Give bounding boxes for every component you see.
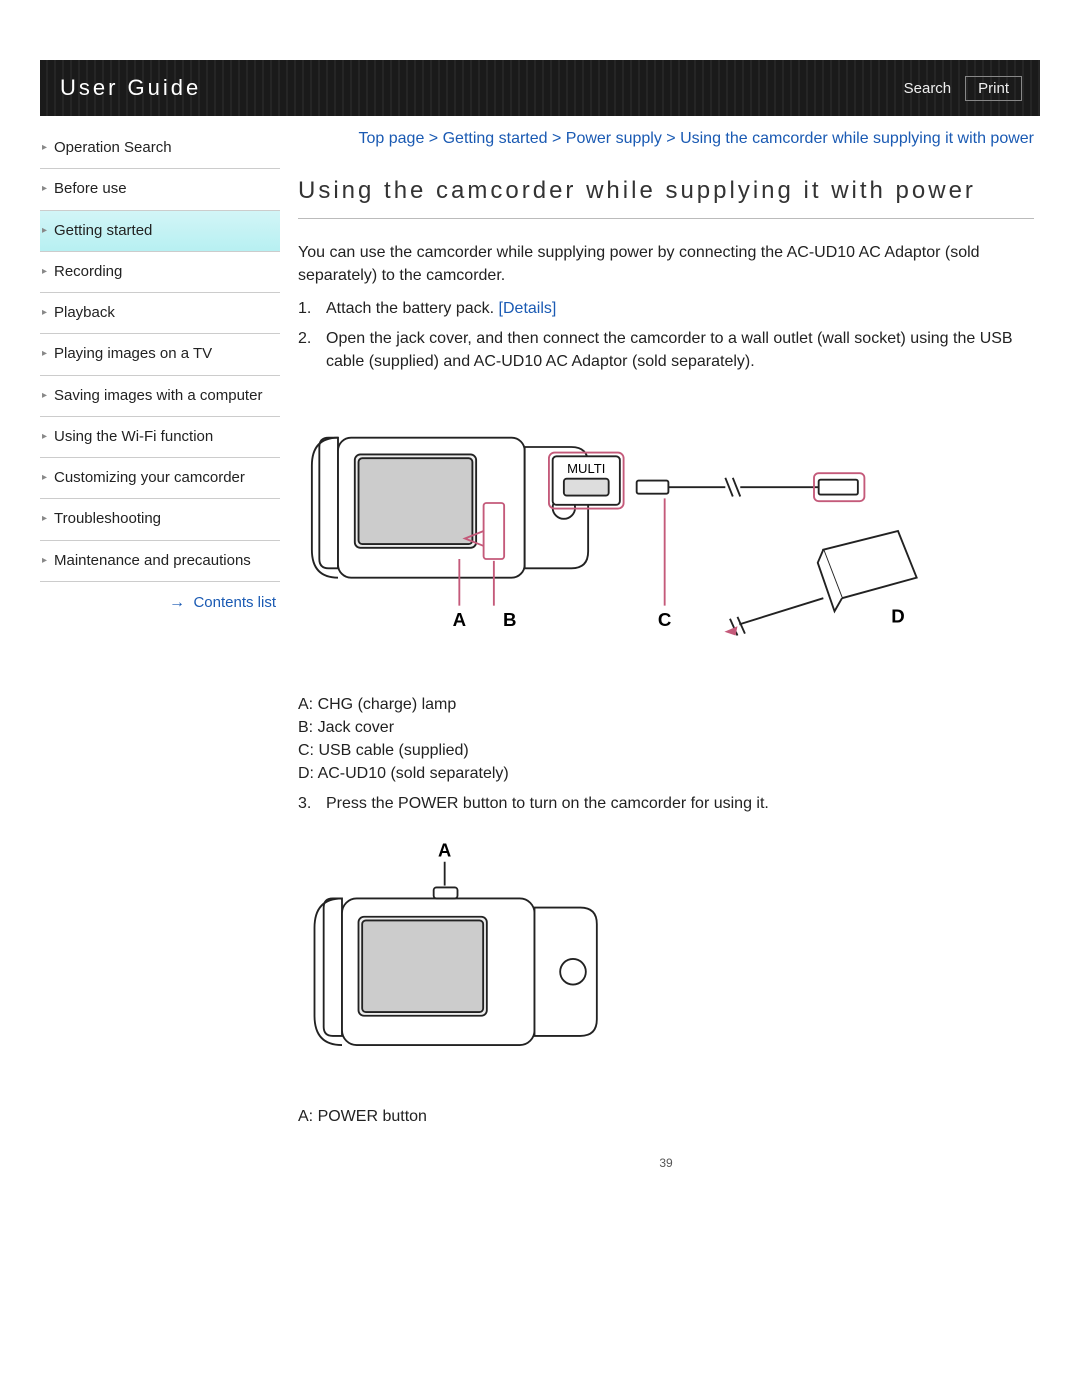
sidebar-item[interactable]: Playback <box>40 293 280 334</box>
legend-line: D: AC-UD10 (sold separately) <box>298 762 1034 785</box>
sidebar-item[interactable]: Playing images on a TV <box>40 334 280 375</box>
figure2-legend: A: POWER button <box>298 1105 1034 1128</box>
legend-line: A: CHG (charge) lamp <box>298 693 1034 716</box>
sidebar-item[interactable]: Before use <box>40 169 280 210</box>
header-actions: Search Print <box>904 76 1022 101</box>
legend-line: B: Jack cover <box>298 716 1034 739</box>
sidebar-nav: Operation SearchBefore useGetting starte… <box>40 128 280 1170</box>
sidebar-item[interactable]: Using the Wi-Fi function <box>40 417 280 458</box>
contents-list-label[interactable]: Contents list <box>193 594 276 611</box>
figure1-legend: A: CHG (charge) lampB: Jack coverC: USB … <box>298 693 1034 786</box>
instruction-step: 1. Attach the battery pack. [Details] <box>298 297 1034 320</box>
legend-line: A: POWER button <box>298 1105 1034 1128</box>
diagram-svg-2: A <box>298 833 628 1083</box>
svg-text:B: B <box>503 609 516 630</box>
figure-connection-diagram: MULTI <box>298 383 1034 679</box>
figure-power-button: A <box>298 825 1034 1091</box>
sidebar-item[interactable]: Troubleshooting <box>40 499 280 540</box>
sidebar-item[interactable]: Operation Search <box>40 128 280 169</box>
page-title: Using the camcorder while supplying it w… <box>298 174 1034 219</box>
legend-line: C: USB cable (supplied) <box>298 739 1034 762</box>
arrow-right-icon: → <box>169 594 185 611</box>
instruction-step: 2. Open the jack cover, and then connect… <box>298 327 1034 373</box>
main-content: Top page > Getting started > Power suppl… <box>298 128 1040 1170</box>
diagram-svg: MULTI <box>298 391 938 671</box>
multi-port-label: MULTI <box>567 461 605 476</box>
breadcrumb: Top page > Getting started > Power suppl… <box>298 128 1034 150</box>
search-link[interactable]: Search <box>904 80 952 97</box>
contents-list-link[interactable]: → Contents list <box>40 582 280 612</box>
svg-text:A: A <box>438 839 451 860</box>
breadcrumb-link[interactable]: Power supply <box>566 130 662 147</box>
svg-text:A: A <box>453 609 466 630</box>
instruction-step: 3. Press the POWER button to turn on the… <box>298 792 1034 815</box>
intro-paragraph: You can use the camcorder while supplyin… <box>298 241 1034 287</box>
header-bar: User Guide Search Print <box>40 60 1040 116</box>
sidebar-item[interactable]: Recording <box>40 252 280 293</box>
sidebar-item[interactable]: Getting started <box>40 211 280 252</box>
details-link[interactable]: [Details] <box>499 300 557 317</box>
breadcrumb-link[interactable]: Getting started <box>443 130 548 147</box>
sidebar-item[interactable]: Customizing your camcorder <box>40 458 280 499</box>
page-number: 39 <box>298 1156 1034 1170</box>
app-title: User Guide <box>60 75 201 101</box>
sidebar-item[interactable]: Maintenance and precautions <box>40 541 280 582</box>
svg-text:D: D <box>891 605 904 626</box>
svg-text:C: C <box>658 609 671 630</box>
breadcrumb-link[interactable]: Top page <box>359 130 425 147</box>
sidebar-item[interactable]: Saving images with a computer <box>40 376 280 417</box>
print-button[interactable]: Print <box>965 76 1022 101</box>
